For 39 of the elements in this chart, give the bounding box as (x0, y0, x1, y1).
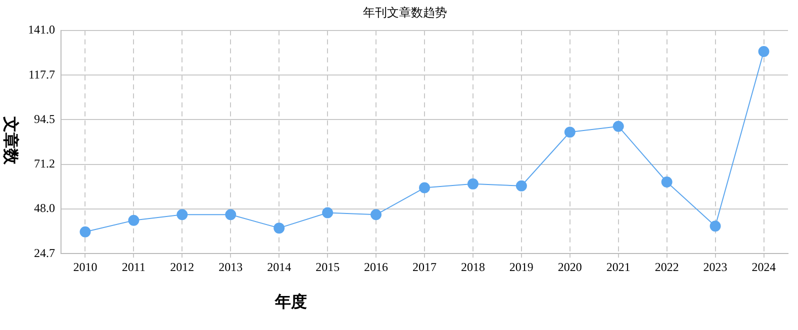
point (516, 180, 527, 192)
point (710, 220, 721, 232)
point (564, 126, 576, 138)
y-axis-title: 文章数 (0, 116, 20, 164)
y-tick-label: 24.7 (34, 246, 55, 260)
x-tick-label: 2024 (752, 260, 776, 274)
point (612, 120, 624, 132)
point (467, 178, 478, 190)
point (419, 182, 430, 194)
point (322, 207, 334, 218)
point (758, 46, 770, 58)
x-tick-label: 2020 (558, 260, 582, 274)
y-tick-label: 141.0 (28, 22, 55, 37)
x-tick-label: 2011 (122, 260, 146, 274)
x-tick-label: 2012 (170, 260, 194, 274)
x-tick-label: 2017 (412, 260, 436, 274)
x-tick-label: 2013 (218, 260, 243, 274)
x-tick-label: 2018 (460, 260, 485, 274)
y-tick-label: 117.7 (28, 67, 55, 82)
x-tick-label: 2023 (703, 260, 728, 274)
point (128, 214, 140, 226)
x-tick-label: 2010 (73, 260, 98, 274)
x-tick-label: 2015 (316, 260, 340, 274)
y-tick-label: 71.2 (34, 156, 55, 171)
x-tick-label: 2022 (654, 260, 679, 274)
chart-title: 年刊文章数趋势 (363, 5, 447, 20)
point (661, 176, 672, 188)
point (176, 209, 188, 220)
x-tick-label: 2016 (364, 260, 388, 274)
y-tick-label: 48.0 (34, 201, 55, 216)
point (274, 222, 285, 234)
point (225, 209, 236, 220)
point (80, 226, 91, 238)
y-tick-label: 94.5 (34, 112, 55, 126)
x-tick-label: 2014 (267, 260, 292, 274)
x-axis-title: 年度 (275, 292, 307, 313)
x-tick-label: 2019 (509, 260, 534, 274)
point (370, 209, 382, 220)
x-tick-label: 2021 (606, 260, 630, 274)
